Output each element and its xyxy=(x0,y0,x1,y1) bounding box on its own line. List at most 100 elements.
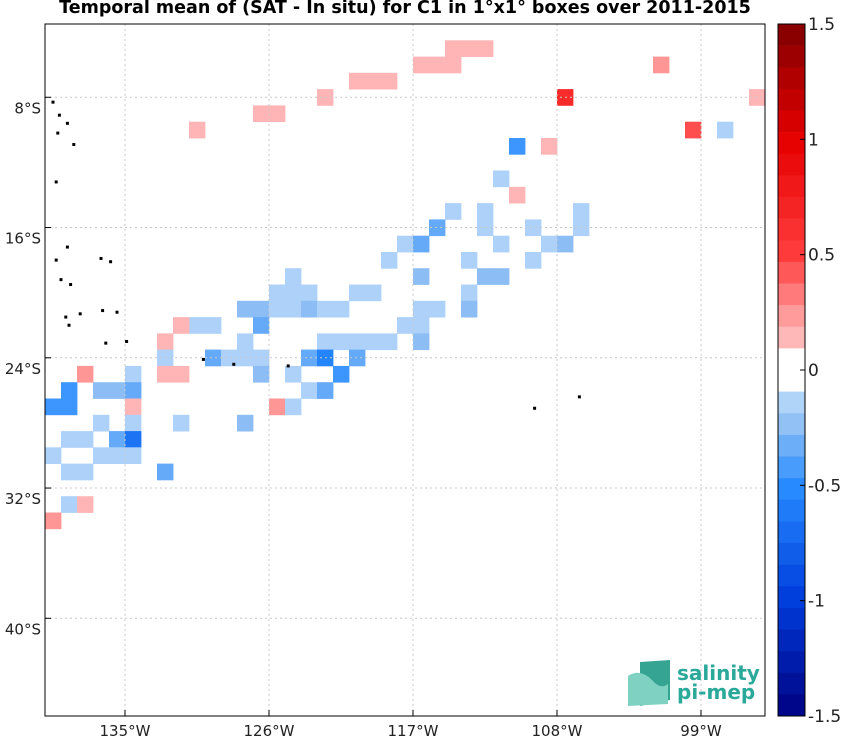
heatmap-cell xyxy=(493,268,510,285)
island-speck xyxy=(69,283,73,287)
heatmap-cell xyxy=(109,447,126,464)
heatmap-cell xyxy=(317,300,334,318)
colorbar-segment xyxy=(778,434,805,457)
heatmap-cell xyxy=(205,317,222,334)
heatmap-cell xyxy=(173,365,190,383)
heatmap-cell xyxy=(269,284,286,302)
heatmap-cell xyxy=(301,382,318,399)
heatmap-cell xyxy=(349,349,366,367)
heatmap-cell xyxy=(461,284,478,302)
heatmap-cell xyxy=(285,365,302,383)
island-speck xyxy=(59,278,63,282)
heatmap-cell xyxy=(77,431,94,448)
heatmap-cell xyxy=(333,365,350,383)
colorbar-segment xyxy=(778,326,805,349)
island-speck xyxy=(56,131,60,135)
heatmap-cell xyxy=(77,463,94,481)
colorbar-tick-label: 1 xyxy=(808,130,819,150)
heatmap-cell xyxy=(365,333,382,351)
colorbar-tick-label: 0.5 xyxy=(808,246,835,266)
heatmap-cell xyxy=(157,463,174,481)
colorbar-segment xyxy=(778,88,805,111)
island-speck xyxy=(577,395,581,399)
colorbar-tick-label: -0.5 xyxy=(808,476,841,496)
colorbar-segment xyxy=(778,564,805,587)
logo-wave-icon-2 xyxy=(628,672,668,706)
colorbar-segment xyxy=(778,629,805,652)
heatmap-cell xyxy=(93,447,110,464)
island-speck xyxy=(115,310,119,314)
heatmap-cell xyxy=(237,333,254,351)
islands xyxy=(51,100,581,410)
heatmap-cell xyxy=(349,72,366,90)
island-speck xyxy=(67,323,71,327)
colorbar-segment xyxy=(778,456,805,479)
heatmap-cell xyxy=(365,72,382,90)
heatmap-cell xyxy=(77,365,94,383)
heatmap-cell xyxy=(93,414,110,432)
heatmap-cell xyxy=(61,496,78,513)
heatmap-cell xyxy=(125,414,142,432)
heatmap-cell xyxy=(109,382,126,399)
y-tick-label: 24°S xyxy=(5,360,41,378)
heatmap-cell xyxy=(381,333,398,351)
heatmap-cell xyxy=(509,186,526,204)
island-speck xyxy=(65,245,69,249)
colorbar-segment xyxy=(778,672,805,695)
heatmap-cell xyxy=(333,300,350,318)
heatmap-cell xyxy=(525,252,542,269)
colorbar: 1.5 1 0.5 0 -0.5 -1 -1.5 xyxy=(777,15,841,727)
heatmap-cell xyxy=(461,300,478,318)
heatmap-cell xyxy=(61,398,78,416)
heatmap-cell xyxy=(429,56,446,74)
heatmap-cell xyxy=(125,382,142,399)
colorbar-segment xyxy=(778,24,805,46)
heatmap-cell xyxy=(477,268,494,285)
heatmap-cell xyxy=(221,349,238,367)
logo-line2: pi-mep xyxy=(677,680,755,704)
heatmap-cell xyxy=(125,431,142,448)
heatmap-cell xyxy=(61,463,78,481)
heatmap-cell xyxy=(77,496,94,513)
colorbar-segment xyxy=(778,305,805,328)
heatmap-cell xyxy=(269,398,286,416)
colorbar-segment xyxy=(778,67,805,90)
heatmap-cell xyxy=(445,40,462,57)
heatmap-cell xyxy=(381,252,398,269)
heatmap-cell xyxy=(317,333,334,351)
colorbar-segment xyxy=(778,607,805,630)
heatmap-cell xyxy=(525,219,542,237)
heatmap-cell xyxy=(285,284,302,302)
heatmap-cell xyxy=(349,333,366,351)
heatmap-cell xyxy=(45,398,62,416)
heatmap-cell xyxy=(509,138,526,155)
map-area[interactable] xyxy=(45,24,765,716)
logo-line1: salinity xyxy=(677,661,760,685)
colorbar-tick-label: 1.5 xyxy=(808,15,835,35)
island-speck xyxy=(99,256,103,260)
heatmap-cell xyxy=(125,365,142,383)
island-speck xyxy=(101,309,105,313)
heatmap-cell xyxy=(301,349,318,367)
heatmap-cell xyxy=(365,284,382,302)
heatmap-cell xyxy=(445,203,462,220)
heatmap-cell xyxy=(461,40,478,57)
heatmap-cell xyxy=(317,382,334,399)
heatmap-cell xyxy=(477,203,494,220)
heatmap-cell xyxy=(189,121,206,139)
island-speck xyxy=(104,341,108,345)
colorbar-segment xyxy=(778,153,805,176)
colorbar-segment xyxy=(778,240,805,263)
heatmap-cell xyxy=(253,105,270,123)
heatmap-cell xyxy=(381,72,398,90)
heatmap-cell xyxy=(125,398,142,416)
heatmap-cell xyxy=(301,284,318,302)
heatmap-cell xyxy=(61,431,78,448)
heatmap-cell xyxy=(285,300,302,318)
colorbar-segment xyxy=(778,110,805,133)
colorbar-segment xyxy=(778,283,805,306)
heatmap-cell xyxy=(573,203,590,220)
heatmap-cell xyxy=(413,333,430,351)
heatmap-cell xyxy=(653,56,670,74)
